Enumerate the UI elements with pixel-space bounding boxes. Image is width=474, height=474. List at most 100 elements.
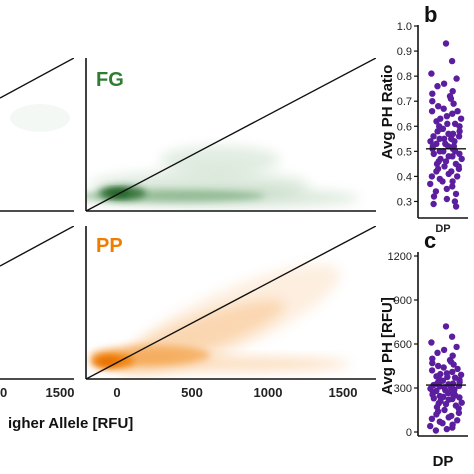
panel-b-point	[455, 133, 463, 140]
panel-c-point	[443, 425, 450, 433]
panel-b-ytick-label: 0.5	[397, 146, 412, 158]
panel-c-point	[428, 339, 435, 346]
panel-c-point	[454, 417, 461, 424]
panel-b-tag: b	[424, 2, 437, 27]
panel-c-ytick-label: 900	[394, 295, 412, 307]
panel-b-points	[427, 40, 465, 210]
panel-b-point	[439, 178, 446, 185]
fg-reference-line	[86, 58, 376, 211]
panel-c-point	[440, 346, 448, 354]
panel-b-point	[428, 173, 436, 180]
panel-c-point	[448, 333, 456, 340]
panel-c-point	[444, 373, 451, 381]
panel-c-ylabel: Avg PH [RFU]	[379, 297, 396, 395]
panel-b-point	[430, 193, 438, 200]
panel-c-point	[441, 406, 448, 414]
panel-b-point	[433, 168, 440, 175]
panel-c-point	[449, 368, 456, 376]
panel-c-point	[429, 359, 436, 367]
panel-c-point	[445, 389, 452, 397]
panel-c-point	[439, 420, 446, 427]
panel-b-point	[440, 148, 447, 155]
left-clip-tick: 0	[0, 385, 7, 400]
pp-x-tick-1500: 1500	[329, 385, 358, 400]
panel-b-point	[429, 98, 436, 105]
panel-c-point	[455, 409, 463, 417]
panel-b-point	[445, 130, 452, 137]
left-top-panel	[0, 58, 74, 212]
panel-b-point	[453, 75, 460, 82]
fg-density	[86, 58, 376, 211]
panel-b-point	[427, 180, 434, 188]
panel-c-point	[435, 362, 442, 370]
left-top-diagonal	[0, 58, 74, 99]
panel-b-point	[445, 153, 452, 160]
pp-x-tick-0: 0	[113, 385, 120, 400]
panel-b-point	[447, 95, 455, 102]
panel-c-point	[458, 399, 465, 406]
panel-b-ytick-label: 0.9	[397, 46, 412, 58]
panel-c: c Avg PH [RFU] 0 300 600 900 1200 DP	[379, 228, 468, 470]
fg-panel: FG	[85, 58, 376, 212]
panel-b-point	[440, 105, 447, 112]
panel-b-point	[434, 83, 441, 90]
panel-b-point	[428, 70, 435, 77]
panel-b-point	[442, 158, 450, 165]
panel-c-point	[428, 415, 436, 422]
panel-c-xcat: DP	[433, 453, 454, 470]
panel-b-point	[435, 103, 442, 110]
pp-x-tick-1000: 1000	[254, 385, 283, 400]
pp-label: PP	[96, 235, 123, 257]
panel-b-point	[449, 88, 456, 95]
panel-b-point	[456, 123, 463, 130]
panel-b-point	[458, 155, 465, 163]
panel-b-point	[430, 150, 437, 157]
panel-b-point	[457, 115, 465, 122]
panel-c-point	[430, 395, 437, 402]
panel-c-point	[429, 355, 436, 362]
panel-c-ytick-label: 0	[406, 427, 412, 439]
panel-b-point	[443, 195, 451, 203]
pp-density	[86, 226, 376, 379]
left-clip-tick-1500: 1500	[46, 385, 75, 400]
panel-b-point	[454, 173, 461, 180]
panel-b-point	[441, 163, 448, 170]
panel-b-point	[440, 80, 448, 87]
panel-c-point	[442, 400, 450, 408]
panel-b-point	[451, 198, 459, 205]
pp-density-peak-core	[96, 357, 120, 367]
panel-b-ytick-label: 0.7	[397, 96, 412, 108]
panel-c-point	[433, 411, 440, 418]
panel-b-point	[451, 138, 458, 145]
panel-b-ytick-label: 1.0	[397, 21, 412, 33]
panel-b-ytick-label: 0.3	[397, 196, 412, 208]
fg-label: FG	[96, 69, 124, 91]
panel-b-point	[432, 188, 440, 195]
panel-b-ytick-label: 0.4	[397, 171, 412, 183]
panel-c-ytick-label: 600	[394, 339, 412, 351]
panel-b-point	[454, 108, 461, 115]
panel-b-point	[429, 90, 436, 97]
panel-b-point	[455, 165, 463, 173]
panel-c-points	[427, 323, 465, 434]
panel-b-point	[449, 130, 457, 137]
panel-b-point	[433, 118, 440, 125]
panel-b-yticks: 0.3 0.4 0.5 0.6 0.7 0.8 0.9 1.0	[397, 21, 418, 208]
left-top-density	[10, 104, 70, 132]
panel-c-point	[450, 361, 457, 368]
panel-b-point	[436, 135, 443, 142]
panel-c-point	[442, 323, 450, 330]
left-bottom-panel: 0 1500	[0, 226, 74, 400]
panel-c-point	[454, 365, 461, 373]
panel-b-point	[452, 190, 460, 198]
panel-b-xcat: DP	[435, 223, 450, 235]
panel-c-yticks: 0 300 600 900 1200	[388, 251, 418, 439]
panel-c-point	[428, 367, 436, 374]
panel-b-point	[430, 200, 437, 208]
panel-b-point	[427, 138, 434, 145]
panel-b-point	[445, 143, 452, 150]
panel-b-point	[441, 135, 448, 142]
panel-b-point	[448, 57, 456, 65]
panel-b-point	[442, 40, 450, 47]
